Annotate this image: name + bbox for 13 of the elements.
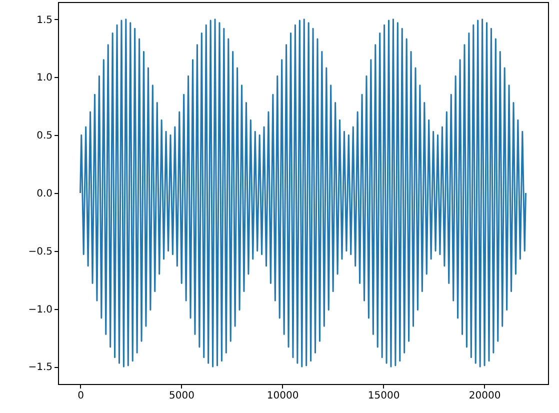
y-tick-label: 0.0 — [36, 188, 52, 200]
y-tick-label: −1.0 — [28, 304, 52, 316]
y-tick-label: 0.5 — [36, 130, 52, 142]
x-tick-label: 10000 — [266, 390, 299, 402]
x-tick-label: 5000 — [169, 390, 195, 402]
y-tick-label: 1.0 — [36, 72, 52, 84]
x-tick-label: 15000 — [368, 390, 400, 402]
x-tick-label: 0 — [78, 390, 84, 402]
y-tick-label: −1.5 — [28, 362, 52, 374]
line-series — [80, 18, 526, 368]
y-tick-label: 1.5 — [36, 14, 52, 26]
y-tick-label: −0.5 — [28, 246, 52, 258]
x-tick-label: 20000 — [468, 390, 501, 402]
